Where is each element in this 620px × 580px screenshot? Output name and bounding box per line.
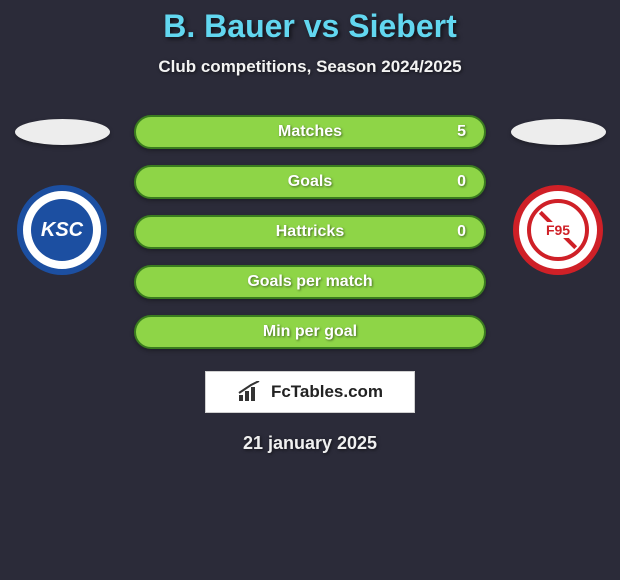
brand-text: FcTables.com: [271, 382, 383, 402]
stat-bar-goals-per-match: Goals per match: [134, 265, 486, 299]
subtitle: Club competitions, Season 2024/2025: [0, 57, 620, 77]
chart-icon: [237, 381, 263, 403]
brand-box: FcTables.com: [205, 371, 415, 413]
stat-label: Matches: [154, 123, 466, 141]
stat-bar-min-per-goal: Min per goal: [134, 315, 486, 349]
stat-bar-hattricks: Hattricks 0: [134, 215, 486, 249]
stat-label: Hattricks: [154, 223, 466, 241]
date-line: 21 january 2025: [0, 433, 620, 454]
club-badge-right-label: F95: [544, 222, 572, 238]
club-badge-left: KSC: [17, 185, 107, 275]
stat-label: Goals per match: [154, 273, 466, 291]
club-badge-left-text: KSC: [31, 199, 93, 261]
club-badge-right: F95: [513, 185, 603, 275]
player-left-silhouette: [15, 119, 110, 145]
main-row: KSC Matches 5 Goals 0 Hattricks 0 Goals …: [0, 109, 620, 349]
club-badge-right-text: F95: [527, 199, 589, 261]
stat-bar-matches: Matches 5: [134, 115, 486, 149]
stat-right-value: 0: [457, 223, 466, 241]
page-title: B. Bauer vs Siebert: [0, 8, 620, 45]
stat-right-value: 5: [457, 123, 466, 141]
player-left-col: KSC: [2, 109, 122, 275]
player-right-silhouette: [511, 119, 606, 145]
player-right-col: F95: [498, 109, 618, 275]
stat-bar-goals: Goals 0: [134, 165, 486, 199]
stats-column: Matches 5 Goals 0 Hattricks 0 Goals per …: [122, 115, 498, 349]
stat-right-value: 0: [457, 173, 466, 191]
stat-label: Min per goal: [154, 323, 466, 341]
stat-label: Goals: [154, 173, 466, 191]
comparison-card: B. Bauer vs Siebert Club competitions, S…: [0, 0, 620, 454]
